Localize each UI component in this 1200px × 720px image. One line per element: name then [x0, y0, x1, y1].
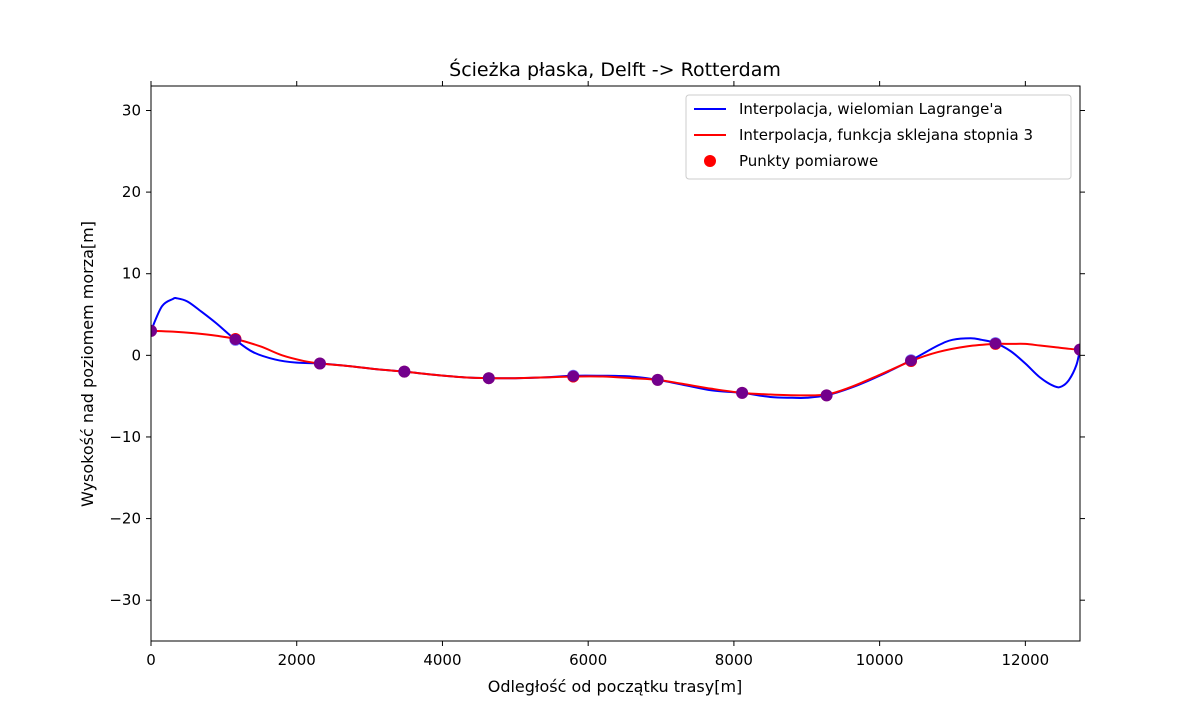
x-tick-label: 4000	[423, 651, 461, 669]
lagrange-node-marker	[989, 337, 1002, 350]
x-tick-label: 10000	[856, 651, 904, 669]
legend: Interpolacja, wielomian Lagrange'a Interp…	[685, 94, 1072, 180]
plot-frame	[150, 85, 1081, 642]
y-tick-label: 30	[122, 101, 141, 119]
y-axis-ticks: −30 −20 −10 0 10 20 30	[109, 101, 1085, 609]
x-tick-label: 0	[146, 651, 156, 669]
lagrange-node-marker	[651, 373, 664, 386]
lagrange-node-marker	[482, 372, 495, 385]
lagrange-node-marker	[151, 324, 157, 337]
y-tick-label: 20	[122, 183, 141, 201]
legend-box	[685, 94, 1072, 180]
lagrange-node-marker	[1073, 343, 1080, 356]
x-tick-label: 12000	[1001, 651, 1049, 669]
x-tick-label: 6000	[569, 651, 607, 669]
legend-label: Interpolacja, funkcja sklejana stopnia 3	[739, 126, 1033, 144]
lagrange-node-marker	[567, 369, 580, 382]
x-tick-label: 2000	[278, 651, 316, 669]
x-axis-ticks: 0 2000 4000 6000 8000 10000 12000	[146, 81, 1049, 669]
y-axis-label: Wysokość nad poziomem morza[m]	[78, 221, 97, 507]
spline-series-line	[151, 329, 1080, 397]
lagrange-node-marker	[229, 333, 242, 346]
y-tick-label: 0	[131, 346, 141, 364]
legend-label: Interpolacja, wielomian Lagrange'a	[739, 100, 1003, 118]
lagrange-node-marker	[736, 386, 749, 399]
y-tick-label: −30	[109, 591, 141, 609]
lagrange-series-line	[151, 296, 1080, 399]
chart-title: Ścieżka płaska, Delft -> Rotterdam	[449, 57, 781, 81]
legend-swatch-marker	[704, 155, 716, 167]
y-tick-label: 10	[122, 265, 141, 283]
lagrange-node-marker	[313, 357, 326, 370]
x-axis-label: Odległość od początku trasy[m]	[488, 677, 743, 696]
legend-label: Punkty pomiarowe	[739, 152, 878, 170]
lagrange-node-marker	[905, 354, 918, 367]
lagrange-node-marker	[398, 365, 411, 378]
y-tick-label: −10	[109, 428, 141, 446]
plot-area	[151, 296, 1080, 402]
lagrange-node-marker	[820, 389, 833, 402]
y-tick-label: −20	[109, 510, 141, 528]
x-tick-label: 8000	[715, 651, 753, 669]
